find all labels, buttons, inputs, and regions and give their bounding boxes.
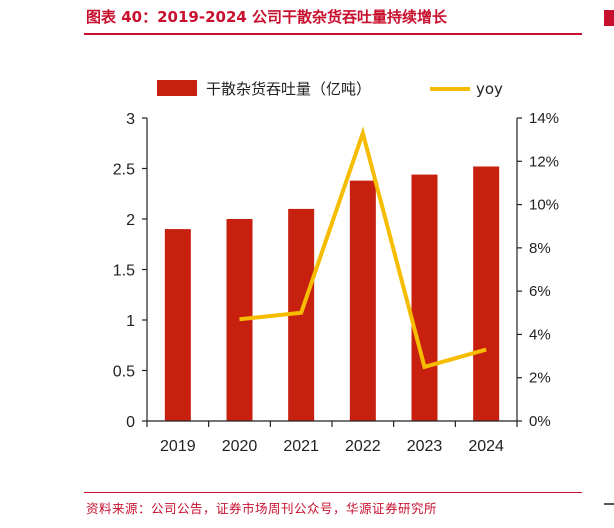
bar-2024 bbox=[473, 166, 500, 421]
source-rule bbox=[84, 492, 582, 493]
y-left-tick-label: 1.5 bbox=[113, 263, 135, 280]
x-tick-label: 2023 bbox=[407, 438, 443, 455]
y-left-tick-label: 2.5 bbox=[113, 162, 135, 179]
bar-2022 bbox=[349, 180, 376, 421]
y-right-tick-label: 10% bbox=[529, 197, 559, 214]
line-series bbox=[239, 126, 487, 370]
title-rule bbox=[84, 33, 582, 35]
legend-label-bar: 干散杂货吞吐量（亿吨） bbox=[206, 80, 371, 98]
y-left-tick-label: 2 bbox=[126, 212, 135, 229]
bar-2023 bbox=[411, 174, 438, 421]
x-tick-label: 2020 bbox=[222, 438, 258, 455]
y-left-tick-label: 0 bbox=[126, 414, 135, 431]
y-right-tick-label: 12% bbox=[529, 153, 559, 170]
source-note: 资料来源：公司公告，证券市场周刊公众号，华源证券研究所 bbox=[86, 501, 438, 516]
y-left-tick-label: 1 bbox=[126, 313, 135, 330]
legend-swatch-bar bbox=[157, 80, 197, 96]
bar-2019 bbox=[164, 229, 191, 421]
edge-mark-bottom bbox=[604, 503, 614, 505]
x-tick-label: 2019 bbox=[160, 438, 196, 455]
figure-title: 图表 40：2019-2024 公司干散杂货吞吐量持续增长 bbox=[86, 8, 448, 26]
y-right-tick-label: 8% bbox=[529, 240, 551, 257]
y-right-tick-label: 2% bbox=[529, 370, 551, 387]
y-left-tick-label: 3 bbox=[126, 111, 135, 128]
y-right-tick-label: 14% bbox=[529, 110, 559, 127]
y-right-tick-label: 4% bbox=[529, 326, 551, 343]
axes: 0 0.5 1 1.5 2 2.5 3 0% 2% 4% 6% 8% 10% 12% 14% 2019 2020… bbox=[113, 110, 559, 455]
y-right-tick-label: 0% bbox=[529, 413, 551, 430]
bar-series bbox=[164, 166, 500, 421]
y-right-tick-label: 6% bbox=[529, 283, 551, 300]
x-tick-label: 2021 bbox=[283, 438, 319, 455]
legend-label-line: yoy bbox=[476, 80, 503, 98]
x-tick-label: 2024 bbox=[468, 438, 504, 455]
x-tick-label: 2022 bbox=[345, 438, 381, 455]
legend: 干散杂货吞吐量（亿吨） yoy bbox=[157, 80, 503, 98]
edge-mark bbox=[604, 10, 614, 26]
y-left-tick-label: 0.5 bbox=[113, 364, 135, 381]
